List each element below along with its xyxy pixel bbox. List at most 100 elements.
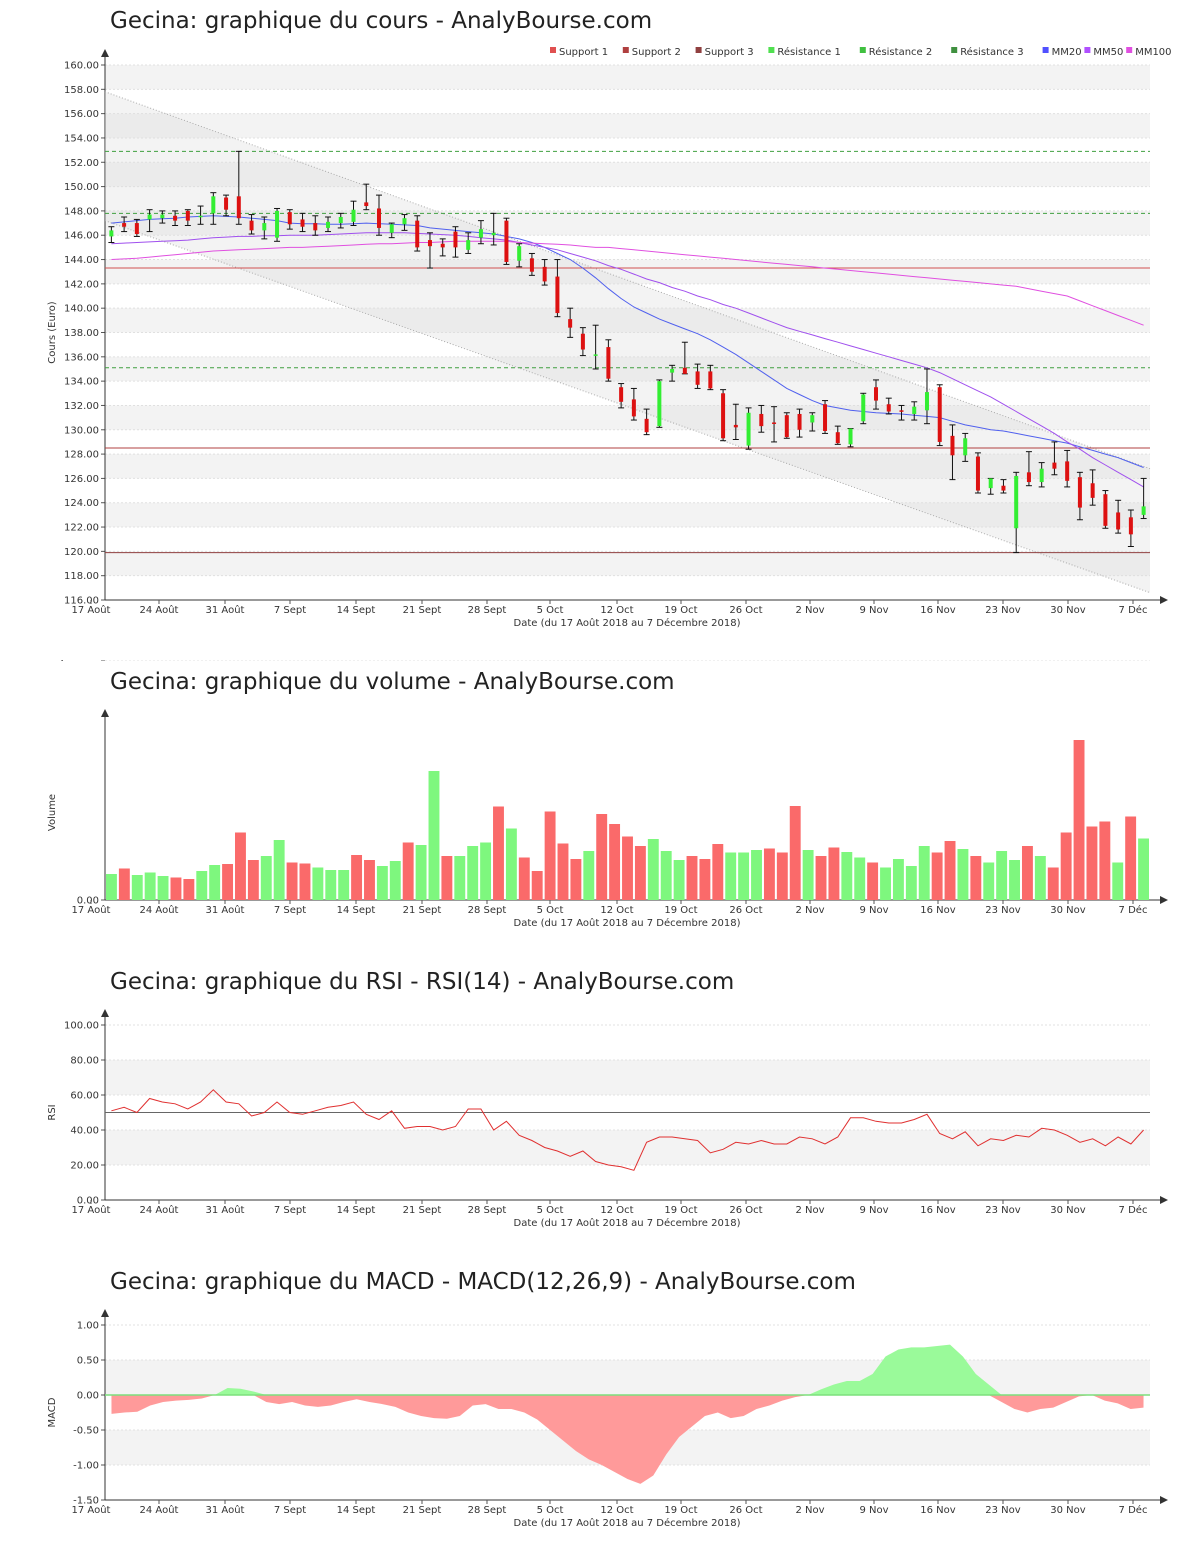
volume-bar xyxy=(196,871,208,900)
volume-bar xyxy=(157,876,169,900)
macd-xtick-label: 5 Oct xyxy=(537,1505,564,1516)
candle-body xyxy=(351,209,356,222)
volume-x-label: Date (du 17 Août 2018 au 7 Décembre 2018… xyxy=(514,917,741,929)
volume-xtick-label: 31 Août xyxy=(206,904,245,916)
candle-body xyxy=(1039,468,1044,483)
volume-ytick-label: 250,000.00 xyxy=(42,660,99,663)
volume-bar xyxy=(802,850,814,900)
volume-bar xyxy=(1009,860,1020,900)
candle-body xyxy=(338,216,343,224)
candle-body xyxy=(427,240,432,247)
volume-bar xyxy=(131,875,143,900)
price-ytick-label: 144.00 xyxy=(64,255,99,266)
candle-body xyxy=(1141,506,1146,515)
candle-body xyxy=(682,367,687,374)
price-y-arrow xyxy=(101,49,109,57)
volume-bar xyxy=(892,859,904,900)
price-band xyxy=(105,551,1150,576)
candle-body xyxy=(364,202,369,207)
candle-body xyxy=(211,196,216,214)
candle-body xyxy=(1116,512,1121,530)
candle-body xyxy=(657,381,662,427)
candle-body xyxy=(797,413,802,430)
macd-xtick-label: 12 Oct xyxy=(600,1505,633,1516)
candle-body xyxy=(746,412,751,446)
volume-xtick-label: 2 Nov xyxy=(795,905,824,916)
volume-bar xyxy=(763,848,775,900)
candle-body xyxy=(109,230,114,237)
volume-xtick-label: 26 Oct xyxy=(729,905,762,916)
candle-body xyxy=(440,243,445,248)
candle-body xyxy=(542,266,547,282)
price-ytick-label: 160.00 xyxy=(64,61,99,72)
legend-swatch xyxy=(1084,47,1091,53)
macd-xtick-label: 21 Sept xyxy=(403,1505,442,1516)
legend-label: Résistance 2 xyxy=(869,46,932,58)
rsi-xtick-label: 12 Oct xyxy=(600,1205,633,1216)
candle-body xyxy=(810,415,815,423)
volume-bar xyxy=(351,855,363,900)
volume-bar xyxy=(647,839,659,900)
candle-body xyxy=(606,347,611,379)
volume-bar xyxy=(660,851,672,900)
volume-bar xyxy=(751,850,762,900)
volume-bar xyxy=(918,846,930,900)
volume-bar xyxy=(402,842,414,900)
macd-positive-area xyxy=(111,1344,1144,1395)
volume-bar xyxy=(944,841,956,900)
legend-swatch xyxy=(622,47,629,53)
legend-label: Support 3 xyxy=(705,47,754,58)
macd-x-arrow xyxy=(1160,1496,1168,1504)
candle-body xyxy=(823,404,828,431)
candle-body xyxy=(721,393,726,439)
mm100-line xyxy=(111,240,1144,326)
rsi-xtick-label: 7 Sept xyxy=(274,1205,306,1216)
candle-body xyxy=(593,354,598,356)
volume-xtick-label: 17 Août xyxy=(72,904,111,916)
volume-bar xyxy=(570,859,582,900)
price-xtick-label: 12 Oct xyxy=(600,605,633,616)
rsi-xtick-label: 21 Sept xyxy=(403,1205,442,1216)
candle-body xyxy=(1026,472,1031,483)
price-band xyxy=(105,210,1150,236)
volume-bar xyxy=(338,870,350,900)
legend-label: Support 1 xyxy=(559,47,608,58)
candle-body xyxy=(580,333,585,350)
candle-body xyxy=(491,232,496,236)
rsi-xtick-label: 30 Nov xyxy=(1050,1205,1086,1216)
volume-xtick-label: 7 Sept xyxy=(274,905,306,916)
price-ytick-label: 128.00 xyxy=(64,450,99,461)
candle-body xyxy=(644,418,649,433)
candle-body xyxy=(1128,517,1133,535)
candle-body xyxy=(402,218,407,225)
rsi-y-label: RSI xyxy=(47,1104,58,1120)
candle-body xyxy=(415,220,420,248)
rsi-xtick-label: 14 Sept xyxy=(337,1205,376,1216)
candle-body xyxy=(1090,483,1095,498)
price-y-label: Cours (Euro) xyxy=(47,301,58,364)
volume-bar xyxy=(583,851,595,900)
price-xtick-label: 19 Oct xyxy=(664,605,697,616)
price-xtick-label: 31 Août xyxy=(206,604,245,616)
rsi-xtick-label: 19 Oct xyxy=(664,1205,697,1216)
volume-xtick-label: 9 Nov xyxy=(859,905,888,916)
price-xtick-label: 24 Août xyxy=(140,604,179,616)
volume-bar xyxy=(493,806,504,900)
volume-bar xyxy=(699,859,711,900)
candle-body xyxy=(963,438,968,456)
volume-xtick-label: 12 Oct xyxy=(600,905,633,916)
legend-swatch xyxy=(1126,47,1133,53)
volume-xtick-label: 23 Nov xyxy=(985,905,1021,916)
volume-ytick-label: 0.00 xyxy=(77,896,99,907)
candle-body xyxy=(886,404,891,412)
volume-bar xyxy=(738,852,750,900)
rsi-xtick-label: 26 Oct xyxy=(729,1205,762,1216)
volume-bar xyxy=(776,852,788,900)
price-xtick-label: 23 Nov xyxy=(985,605,1021,616)
candle-body xyxy=(772,422,777,424)
volume-bar xyxy=(325,870,337,900)
macd-xtick-label: 31 Août xyxy=(206,1504,245,1516)
macd-xtick-label: 28 Sept xyxy=(468,1505,507,1516)
volume-bar xyxy=(531,871,543,900)
candle-body xyxy=(160,214,165,219)
